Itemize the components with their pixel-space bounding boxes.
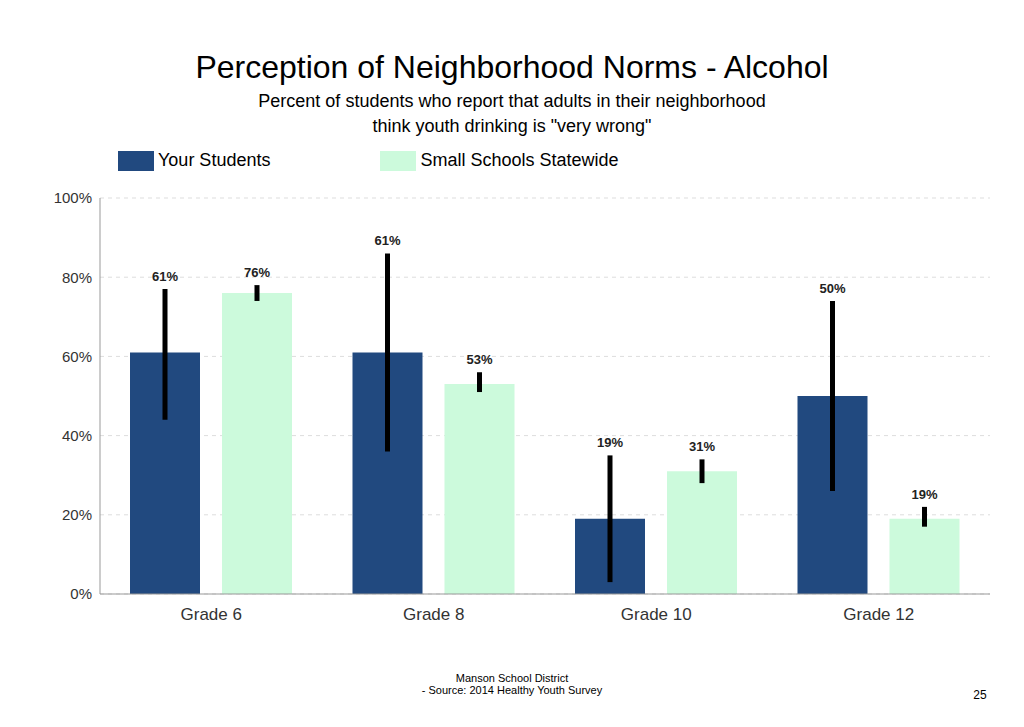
html-text:Manson School District: Manson School District <box>455 672 569 684</box>
html-text:Percent of students who report: Percent of students who report that adul… <box>258 91 766 111</box>
svg-text:100%: 100% <box>54 189 92 206</box>
svg-text:Grade 10: Grade 10 <box>621 605 692 624</box>
svg-text:80%: 80% <box>62 269 92 286</box>
svg-text:61%: 61% <box>374 233 400 248</box>
svg-text:Grade 8: Grade 8 <box>403 605 464 624</box>
svg-text:19%: 19% <box>597 435 623 450</box>
svg-text:Grade 12: Grade 12 <box>843 605 914 624</box>
svg-text:20%: 20% <box>62 506 92 523</box>
html-text:Perception of Neighborhood Nor: Perception of Neighborhood Norms - Alcoh… <box>195 49 829 85</box>
svg-text:50%: 50% <box>819 281 845 296</box>
svg-text:61%: 61% <box>152 269 178 284</box>
svg-text:53%: 53% <box>466 352 492 367</box>
html-text:Small Schools Statewide: Small Schools Statewide <box>420 150 619 170</box>
html-text:25: 25 <box>973 688 987 702</box>
html-text:Your Students: Your Students <box>158 150 271 170</box>
html-text:- Source: 2014 Healthy Youth S: - Source: 2014 Healthy Youth Survey <box>421 684 603 696</box>
svg-text:0%: 0% <box>70 585 92 602</box>
svg-text:60%: 60% <box>62 348 92 365</box>
svg-text:31%: 31% <box>689 439 715 454</box>
svg-text:19%: 19% <box>911 487 937 502</box>
svg-text:Grade 6: Grade 6 <box>181 605 242 624</box>
html-text:think youth drinking is "very: think youth drinking is "very wrong" <box>372 116 652 136</box>
svg-text:76%: 76% <box>244 265 270 280</box>
svg-text:40%: 40% <box>62 427 92 444</box>
